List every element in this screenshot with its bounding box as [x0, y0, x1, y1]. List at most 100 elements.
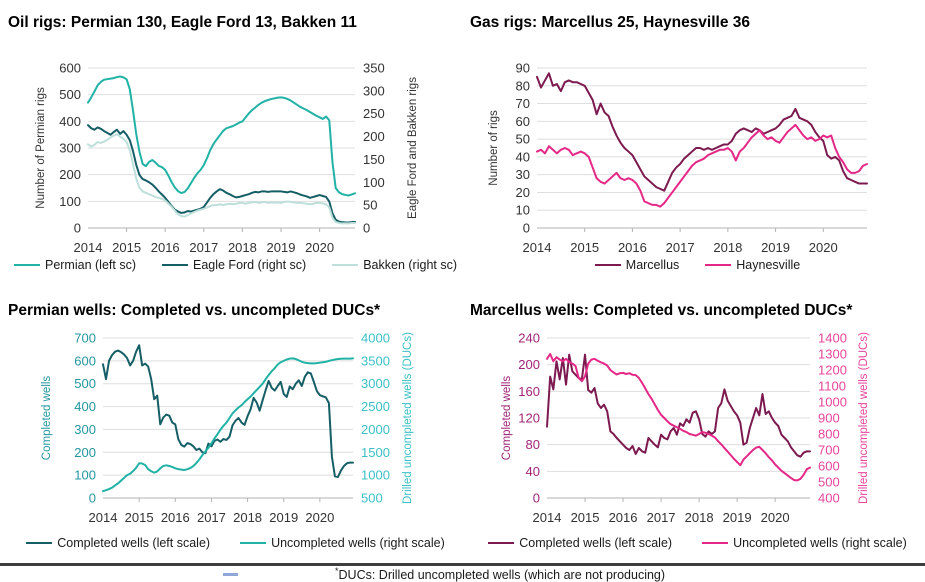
left-axis-tick-label: 60 [516, 114, 530, 129]
clipped-note-fragment [223, 573, 238, 576]
left-axis-tick-label: 40 [516, 149, 530, 164]
x-axis-tick-label: 2019 [761, 240, 790, 255]
legend-swatch [488, 541, 515, 545]
gas-rigs-title: Gas rigs: Marcellus 25, Haynesville 36 [470, 14, 751, 31]
right-axis-tick-label: 150 [363, 152, 385, 167]
left-axis-title: Completed wells [41, 376, 53, 461]
left-axis-tick-label: 200 [518, 357, 540, 372]
left-axis-tick-label: 100 [74, 468, 96, 483]
right-axis-tick-label: 2000 [361, 422, 390, 437]
left-axis-tick-label: 20 [516, 185, 530, 200]
oil-rigs-legend: Permian (left sc) Eagle Ford (right sc) Ba… [8, 258, 463, 272]
right-axis-tick-label: 100 [363, 175, 385, 190]
left-axis-tick-label: 0 [89, 491, 96, 506]
x-axis-tick-label: 2016 [161, 510, 190, 525]
x-axis-tick-label: 2019 [267, 240, 296, 255]
x-axis-tick-label: 2014 [89, 510, 118, 525]
x-axis-tick-label: 2018 [228, 240, 257, 255]
x-axis-tick-label: 2020 [809, 240, 838, 255]
right-axis-tick-label: 350 [363, 61, 385, 76]
right-axis-tick-label: 1000 [361, 468, 390, 483]
right-axis-tick-label: 1500 [361, 445, 390, 460]
right-axis-tick-label: 300 [363, 83, 385, 98]
x-axis-tick-label: 2016 [618, 240, 647, 255]
x-axis-tick-label: 2015 [570, 240, 599, 255]
left-axis-tick-label: 300 [74, 422, 96, 437]
permian-wells-title: Permian wells: Completed vs. uncompleted… [8, 302, 381, 319]
x-axis-tick-label: 2017 [189, 240, 218, 255]
ducs-footnote: *DUCs: Drilled uncompleted wells (which … [335, 566, 665, 582]
legend-label: Permian (left sc) [44, 258, 136, 272]
legend-swatch [26, 541, 53, 545]
legend-item-completed-wells-left-scale: Completed wells (left scale) [488, 536, 672, 550]
series-line-bakken-right-sc [87, 133, 356, 225]
gas-rigs-legend: Marcellus Haynesville [470, 258, 925, 272]
series-line-marcellus [536, 72, 868, 192]
left-axis-title: Number of Permian rigs [35, 87, 47, 209]
legend-item-completed-wells-left-scale: Completed wells (left scale) [26, 536, 210, 550]
gas-rigs-chart-block: Gas rigs: Marcellus 25, Haynesville 36 0… [470, 8, 925, 272]
left-axis-tick-label: 160 [518, 384, 540, 399]
right-axis-tick-label: 900 [818, 411, 840, 426]
legend-label: Uncompleted wells (right scale) [271, 536, 445, 550]
legend-item-eagle-ford-right-sc: Eagle Ford (right sc) [161, 258, 306, 272]
marcellus-wells-title: Marcellus wells: Completed vs. uncomplet… [470, 302, 853, 319]
left-axis-tick-label: 400 [74, 399, 96, 414]
permian-wells-plot: 0 100 200 300 400 500 600 700 500 1000 1500 2000 250… [41, 331, 414, 526]
x-axis-tick-label: 2020 [305, 240, 334, 255]
left-axis-tick-label: 0 [523, 221, 530, 236]
marcellus-wells-chart-block: Marcellus wells: Completed vs. uncomplet… [470, 296, 925, 550]
left-axis-tick-label: 50 [516, 132, 530, 147]
left-axis-tick-label: 240 [518, 331, 540, 346]
series-line-permian-left-sc [87, 75, 356, 197]
legend-swatch [240, 541, 267, 545]
left-axis-tick-label: 70 [516, 96, 530, 111]
right-axis-tick-label: 1200 [818, 363, 847, 378]
right-axis-tick-label: 400 [818, 491, 840, 506]
left-axis-tick-label: 80 [526, 437, 540, 452]
left-axis-tick-label: 500 [74, 376, 96, 391]
left-axis-tick-label: 0 [74, 221, 81, 236]
legend-swatch [13, 263, 40, 267]
right-axis-tick-label: 4000 [361, 331, 390, 346]
x-axis-tick-label: 2019 [723, 510, 752, 525]
left-axis-tick-label: 200 [59, 167, 81, 182]
series-line-uncompleted-wells-right-scale [546, 353, 811, 482]
right-axis-tick-label: 2500 [361, 399, 390, 414]
left-axis-tick-label: 10 [516, 203, 530, 218]
left-axis-tick-label: 300 [59, 141, 81, 156]
legend-label: Completed wells (left scale) [57, 536, 211, 550]
x-axis-tick-label: 2019 [269, 510, 298, 525]
series-line-completed-wells-left-scale [102, 344, 354, 478]
left-axis-tick-label: 80 [516, 78, 530, 93]
x-axis-tick-label: 2017 [197, 510, 226, 525]
legend-item-uncompleted-wells-right-scale: Uncompleted wells (right scale) [702, 536, 907, 550]
x-axis-tick-label: 2018 [685, 510, 714, 525]
x-axis-tick-label: 2020 [305, 510, 334, 525]
legend-item-marcellus: Marcellus [594, 258, 680, 272]
x-axis-tick-label: 2014 [74, 240, 103, 255]
permian-wells-chart-block: Permian wells: Completed vs. uncompleted… [8, 296, 463, 550]
x-axis-tick-label: 2020 [761, 510, 790, 525]
left-axis-tick-label: 200 [74, 445, 96, 460]
legend-swatch [702, 541, 729, 545]
right-axis-tick-label: 800 [818, 427, 840, 442]
footnote-text: DUCs: Drilled uncompleted wells (which a… [338, 568, 666, 582]
x-axis-tick-label: 2017 [647, 510, 676, 525]
x-axis-tick-label: 2015 [571, 510, 600, 525]
left-axis-tick-label: 700 [74, 331, 96, 346]
x-axis-tick-label: 2017 [666, 240, 695, 255]
right-axis-tick-label: 50 [363, 198, 377, 213]
series-line-eagle-ford-right-sc [87, 124, 356, 224]
legend-item-uncompleted-wells-right-scale: Uncompleted wells (right scale) [240, 536, 445, 550]
right-axis-tick-label: 3500 [361, 353, 390, 368]
legend-label: Marcellus [625, 258, 680, 272]
right-axis-title: Drilled uncompleted wells (DUCs) [858, 332, 870, 504]
left-axis-tick-label: 500 [59, 87, 81, 102]
left-axis-tick-label: 90 [516, 61, 530, 76]
right-axis-tick-label: 0 [363, 221, 370, 236]
x-axis-tick-label: 2015 [112, 240, 141, 255]
left-axis-tick-label: 0 [533, 491, 540, 506]
legend-label: Uncompleted wells (right scale) [733, 536, 907, 550]
x-axis-tick-label: 2014 [523, 240, 552, 255]
